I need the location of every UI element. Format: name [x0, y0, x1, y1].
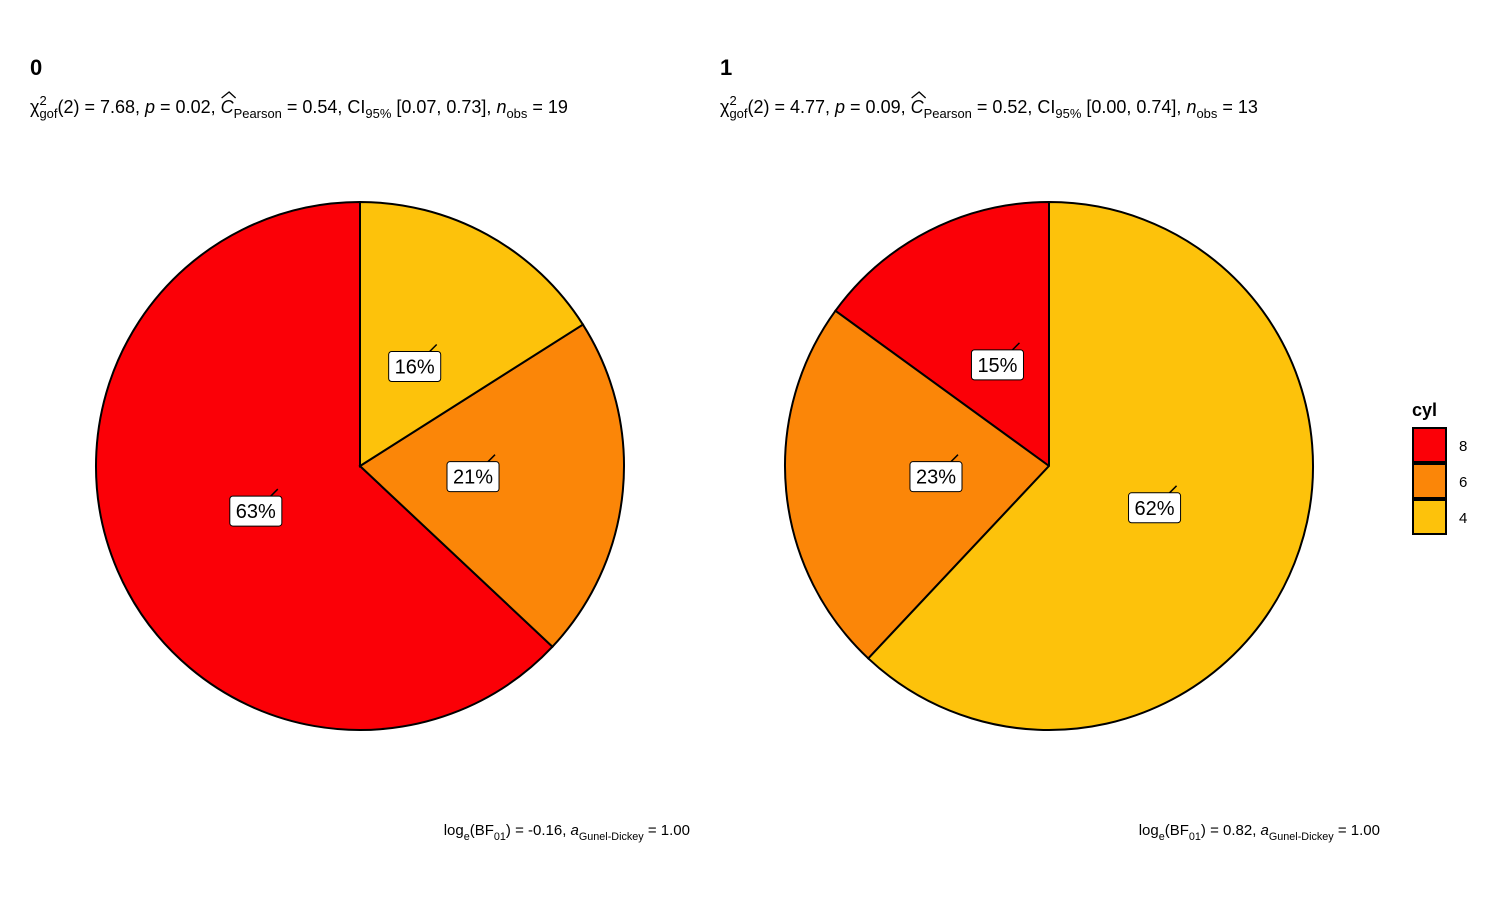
text-segment: gof	[39, 106, 57, 121]
text-segment: C	[911, 97, 925, 117]
text-segment: = 0.02,	[155, 97, 221, 117]
text-segment: (2) = 4.77,	[747, 97, 835, 117]
text-segment: χ	[30, 97, 40, 117]
text-segment: e	[1159, 831, 1165, 843]
text-segment: = 19	[527, 97, 568, 117]
label-box	[970, 349, 1024, 381]
pie-slice	[359, 200, 585, 468]
text-segment: = 0.54, CI	[282, 97, 366, 117]
legend-swatch	[1412, 427, 1447, 463]
text-segment: 01	[1189, 831, 1201, 843]
text-segment: Pearson	[924, 106, 972, 121]
text-segment: (BF	[1165, 822, 1189, 839]
text-segment: = 13	[1217, 97, 1258, 117]
panel-title: 0	[30, 55, 42, 80]
text-segment: [0.00, 0.74],	[1081, 97, 1186, 117]
legend-label: 4	[1459, 510, 1467, 527]
text-segment: a	[571, 822, 579, 839]
legend-label: 6	[1459, 474, 1467, 491]
text-segment: Gunel-Dickey	[579, 831, 644, 843]
text-segment: log	[444, 822, 464, 839]
text-segment: e	[464, 831, 470, 843]
text-segment: 95%	[1055, 106, 1081, 121]
legend-swatch	[1412, 463, 1447, 499]
legend-label: 8	[1459, 438, 1467, 455]
data-label: 63%	[236, 501, 276, 523]
text-segment: p	[834, 97, 845, 117]
text-segment: n	[1186, 97, 1196, 117]
legend-title: cyl	[1412, 400, 1437, 420]
text-segment: (BF	[470, 822, 494, 839]
text-segment: [0.07, 0.73],	[391, 97, 496, 117]
text-segment: p	[144, 97, 155, 117]
text-segment: C	[221, 97, 235, 117]
hat	[911, 91, 927, 99]
text-segment: 2	[729, 93, 736, 108]
label-box	[229, 495, 283, 527]
pie-slice	[834, 200, 1050, 468]
text-segment: n	[496, 97, 506, 117]
hat	[221, 91, 237, 99]
text-segment: obs	[506, 106, 527, 121]
caption: loge(BF01) = 0.82, aGunel-Dickey = 1.00	[1139, 822, 1380, 843]
caption: loge(BF01) = -0.16, aGunel-Dickey = 1.00	[444, 822, 690, 843]
label-box	[909, 461, 963, 493]
label-box	[388, 351, 442, 383]
legend-swatch	[1412, 499, 1447, 535]
text-segment: obs	[1196, 106, 1217, 121]
pie-slice	[866, 200, 1314, 731]
subtitle: χ2 gof(2) = 7.68, p = 0.02, CPearson = 0.…	[30, 93, 568, 121]
data-label: 21%	[453, 467, 493, 489]
data-label: 62%	[1135, 498, 1175, 520]
text-segment: = 1.00	[1334, 822, 1380, 839]
text-segment: ) = -0.16,	[506, 822, 571, 839]
text-segment: log	[1139, 822, 1159, 839]
text-segment: = 0.09,	[845, 97, 911, 117]
pie-slice	[95, 200, 554, 731]
data-label: 15%	[977, 355, 1017, 377]
panel-title: 1	[720, 55, 732, 80]
text-segment: 2	[39, 93, 46, 108]
text-segment: a	[1261, 822, 1269, 839]
data-label: 16%	[395, 357, 435, 379]
data-label: 23%	[916, 467, 956, 489]
text-segment: gof	[729, 106, 747, 121]
subtitle: χ2 gof(2) = 4.77, p = 0.09, CPearson = 0.…	[720, 93, 1258, 121]
text-segment: = 0.52, CI	[972, 97, 1056, 117]
label-box	[446, 461, 500, 493]
label-box	[1128, 492, 1182, 524]
text-segment: ) = 0.82,	[1201, 822, 1261, 839]
text-segment: Pearson	[234, 106, 282, 121]
text-segment: = 1.00	[644, 822, 690, 839]
text-segment: 95%	[365, 106, 391, 121]
text-segment: χ	[720, 97, 730, 117]
text-segment: (2) = 7.68,	[57, 97, 145, 117]
text-segment: 01	[494, 831, 506, 843]
text-segment: Gunel-Dickey	[1269, 831, 1334, 843]
